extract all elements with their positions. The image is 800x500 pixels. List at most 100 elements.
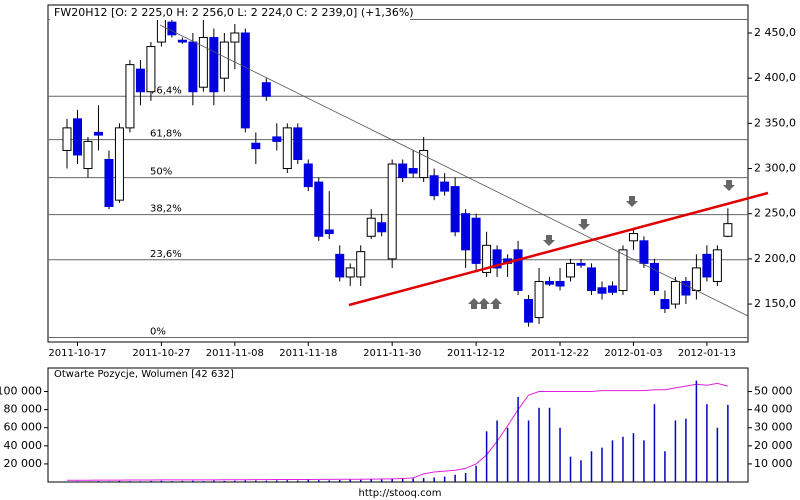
candle-body bbox=[177, 39, 187, 43]
candle-body bbox=[576, 262, 586, 266]
title-bg bbox=[50, 6, 410, 20]
y-tick-label: 60 000 bbox=[4, 421, 43, 434]
candle-body bbox=[156, 18, 166, 43]
candle-body bbox=[125, 64, 135, 129]
candle-body bbox=[660, 299, 670, 310]
candle-body bbox=[198, 37, 208, 88]
candle-body bbox=[691, 267, 701, 292]
candle-body bbox=[681, 280, 691, 296]
candle-body bbox=[450, 186, 460, 233]
x-tick-label: 2011-11-08 bbox=[206, 348, 264, 359]
candle-body bbox=[72, 118, 82, 156]
fib-label: 23,6% bbox=[150, 249, 182, 260]
y-tick-label: 2 450,0 bbox=[754, 26, 796, 39]
down-arrow bbox=[578, 219, 590, 230]
candle-body bbox=[188, 41, 198, 93]
y-tick-label: 80 000 bbox=[4, 403, 43, 416]
y-tick-label: 2 350,0 bbox=[754, 116, 796, 129]
candle-body bbox=[649, 262, 659, 292]
candle-body bbox=[419, 149, 429, 179]
candle-body bbox=[712, 249, 722, 282]
candle-body bbox=[513, 249, 523, 292]
candle-body bbox=[618, 249, 628, 292]
candle-body bbox=[555, 280, 565, 287]
footer: http://stooq.com bbox=[359, 488, 442, 499]
candle-body bbox=[670, 280, 680, 305]
chart-title: FW20H12 [O: 2 225,0 H: 2 256,0 L: 2 224,… bbox=[54, 6, 414, 19]
support-line bbox=[348, 191, 769, 307]
candle-body bbox=[545, 280, 555, 285]
candle-body bbox=[492, 249, 502, 269]
y-tick-label: 40 000 bbox=[4, 439, 43, 452]
candle-body bbox=[607, 285, 617, 293]
trend-line bbox=[159, 24, 749, 317]
candle-body bbox=[345, 267, 355, 278]
candle-body bbox=[293, 127, 303, 160]
candle-body bbox=[524, 299, 534, 323]
candle-body bbox=[324, 229, 334, 235]
candle-body bbox=[377, 222, 387, 233]
candle-body bbox=[387, 163, 397, 260]
y2-tick-label: 30 000 bbox=[754, 421, 793, 434]
candle-body bbox=[587, 267, 596, 292]
candle-body bbox=[597, 287, 607, 294]
candle-body bbox=[702, 253, 712, 278]
fib-label: 50% bbox=[150, 167, 172, 178]
volume-title: Otwarte Pozycje, Wolumen [42 632] bbox=[54, 369, 234, 380]
down-arrow bbox=[723, 180, 735, 191]
x-tick-label: 2011-11-18 bbox=[279, 348, 337, 359]
x-tick-label: 2011-10-17 bbox=[48, 348, 106, 359]
candle-body bbox=[219, 41, 229, 79]
candle-body bbox=[723, 223, 733, 237]
y2-tick-label: 20 000 bbox=[754, 439, 793, 452]
candle-body bbox=[628, 233, 638, 242]
candle-body bbox=[314, 181, 324, 237]
volume-frame bbox=[47, 367, 749, 483]
candle-body bbox=[104, 158, 114, 207]
candle-body bbox=[114, 127, 124, 201]
candle-body bbox=[461, 213, 471, 251]
y2-tick-label: 10 000 bbox=[754, 457, 793, 470]
candle-body bbox=[83, 140, 93, 170]
candle-body bbox=[282, 127, 292, 170]
candle-body bbox=[167, 21, 177, 36]
fib-label: 61,8% bbox=[150, 129, 182, 140]
candle-body bbox=[335, 253, 345, 278]
up-arrow bbox=[468, 298, 480, 309]
candle-body bbox=[240, 32, 250, 129]
y2-tick-label: 40 000 bbox=[754, 403, 793, 416]
fib-label: 76,4% bbox=[150, 85, 182, 96]
down-arrow bbox=[543, 235, 555, 246]
candle-body bbox=[471, 217, 481, 264]
candle-body bbox=[408, 168, 418, 174]
candle-body bbox=[230, 32, 240, 43]
candle-body bbox=[440, 181, 450, 192]
y-tick-label: 20 000 bbox=[4, 457, 43, 470]
x-tick-label: 2012-01-03 bbox=[604, 348, 662, 359]
arrows bbox=[468, 180, 735, 309]
x-tick-label: 2011-12-12 bbox=[447, 348, 505, 359]
down-arrow bbox=[626, 196, 638, 207]
candle-body bbox=[272, 136, 282, 142]
candle-body bbox=[429, 175, 439, 197]
candle-body bbox=[366, 217, 376, 237]
candle-body bbox=[135, 68, 145, 93]
price-frame bbox=[47, 4, 749, 343]
x-tick-label: 2011-10-27 bbox=[132, 348, 190, 359]
candle-body bbox=[93, 131, 103, 136]
candle-body bbox=[303, 163, 313, 188]
y-tick-label: 2 150,0 bbox=[754, 297, 796, 310]
x-tick-label: 2011-11-30 bbox=[363, 348, 421, 359]
y-tick-label: 2 250,0 bbox=[754, 207, 796, 220]
candle-body bbox=[356, 251, 366, 278]
candle-body bbox=[209, 37, 219, 93]
y-tick-label: 2 400,0 bbox=[754, 71, 796, 84]
y-tick-label: 100 000 bbox=[0, 385, 42, 398]
candle-body bbox=[534, 280, 544, 319]
y2-tick-label: 50 000 bbox=[754, 385, 793, 398]
open-interest-line bbox=[67, 382, 728, 481]
candle-body bbox=[62, 127, 72, 151]
candle-body bbox=[566, 262, 576, 278]
